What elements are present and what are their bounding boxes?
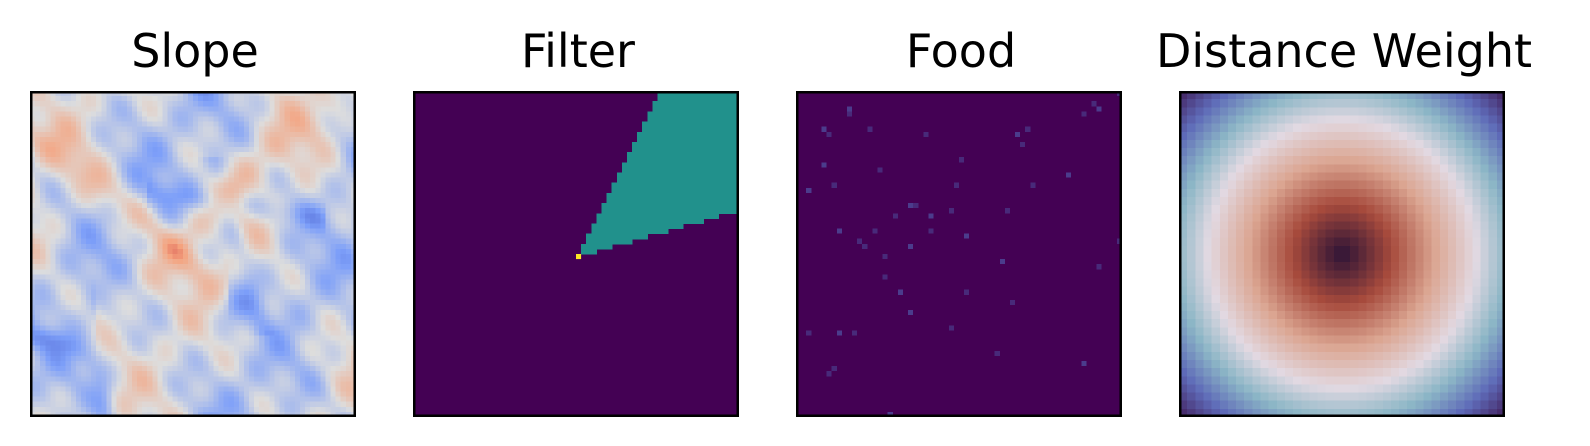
distance-weight-cells xyxy=(1179,91,1505,417)
food-cell xyxy=(949,325,954,330)
distance-weight-heatmap-svg xyxy=(1179,91,1505,417)
filter-heatmap xyxy=(413,91,739,417)
food-cell xyxy=(878,167,883,172)
food-cell xyxy=(928,229,933,234)
filter-origin-cell xyxy=(576,254,581,259)
food-background xyxy=(796,91,1122,417)
food-cell xyxy=(964,234,969,239)
food-cell xyxy=(806,330,811,335)
food-cell xyxy=(1025,127,1030,132)
food-cell xyxy=(928,213,933,218)
food-cell xyxy=(923,132,928,137)
filter-panel: Filter xyxy=(413,0,743,446)
food-cell xyxy=(1030,183,1035,188)
food-cell xyxy=(1015,132,1020,137)
slope-heatmap-svg xyxy=(30,91,356,417)
food-cell xyxy=(837,330,842,335)
food-cell xyxy=(832,366,837,371)
food-cell xyxy=(995,351,1000,356)
food-cell xyxy=(837,229,842,234)
food-cell xyxy=(1010,300,1015,305)
food-cell xyxy=(908,310,913,315)
food-cell xyxy=(867,127,872,132)
food-cell xyxy=(832,183,837,188)
food-cell xyxy=(821,127,826,132)
food-cell xyxy=(1020,142,1025,147)
slope-panel: Slope xyxy=(30,0,360,446)
food-cell xyxy=(1097,106,1102,111)
filter-heatmap-svg xyxy=(413,91,739,417)
food-cell xyxy=(898,290,903,295)
food-panel: Food xyxy=(796,0,1126,446)
food-cell xyxy=(1005,208,1010,213)
food-cell xyxy=(1097,264,1102,269)
food-cell xyxy=(827,371,832,376)
food-cell xyxy=(1066,173,1071,178)
food-cell xyxy=(913,203,918,208)
food-cell xyxy=(806,188,811,193)
food-cell xyxy=(857,239,862,244)
food-cell xyxy=(872,229,877,234)
food-cell xyxy=(883,274,888,279)
distance-weight-panel: Distance Weight xyxy=(1179,0,1509,446)
food-cell xyxy=(821,162,826,167)
food-heatmap xyxy=(796,91,1122,417)
food-cell xyxy=(847,106,852,111)
distance-weight-title: Distance Weight xyxy=(1119,22,1569,80)
food-cell xyxy=(1000,259,1005,264)
food-cell xyxy=(908,203,913,208)
slope-heatmap xyxy=(30,91,356,417)
food-cell xyxy=(847,111,852,116)
slope-cells xyxy=(30,91,356,417)
food-cell xyxy=(949,208,954,213)
food-cell xyxy=(964,290,969,295)
food-cell xyxy=(862,244,867,249)
distance-weight-heatmap xyxy=(1179,91,1505,417)
food-cell xyxy=(908,244,913,249)
food-cell xyxy=(883,254,888,259)
food-cell xyxy=(959,157,964,162)
food-cell xyxy=(1081,361,1086,366)
food-cell xyxy=(954,183,959,188)
food-cell xyxy=(827,132,832,137)
food-cell xyxy=(1081,111,1086,116)
food-heatmap-svg xyxy=(796,91,1122,417)
food-cell xyxy=(1091,101,1096,106)
food-cell xyxy=(893,213,898,218)
food-cell xyxy=(852,330,857,335)
